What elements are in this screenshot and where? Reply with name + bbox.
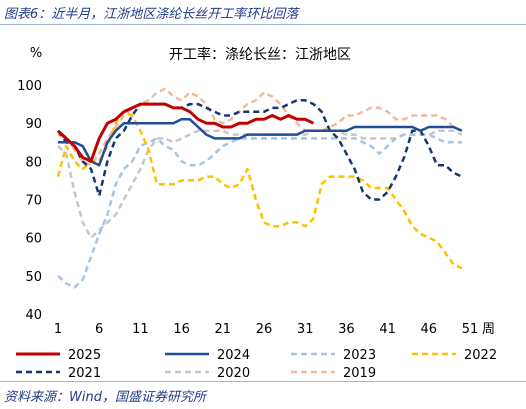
series-line-2024 [58, 118, 463, 167]
x-tick-label: 41 [379, 322, 396, 337]
x-tick-label: 16 [173, 322, 190, 337]
series-lines [56, 87, 463, 289]
legend: 2025 2024 2023 2022 2021 2020 2019 [16, 348, 497, 380]
legend-label-2024: 2024 [217, 348, 250, 363]
y-axis-ticks: 40 50 60 70 80 90 100 [17, 79, 42, 323]
x-tick-label: 21 [215, 322, 232, 337]
series-line-2022 [56, 110, 463, 270]
x-tick-label: 46 [421, 322, 438, 337]
x-tick-label: 31 [297, 322, 314, 337]
y-tick-label: 100 [17, 79, 42, 94]
series-line-2020 [57, 129, 463, 239]
figure-title: 图表6：近半月，江浙地区涤纶长丝开工率环比回落 [4, 7, 299, 22]
x-axis-ticks: 1 6 11 16 21 26 31 36 41 46 51 [54, 322, 478, 337]
x-axis-unit: 周 [482, 322, 495, 337]
legend-label-2019: 2019 [343, 366, 376, 380]
y-tick-label: 90 [25, 117, 42, 132]
y-tick-label: 40 [25, 308, 42, 323]
x-tick-label: 26 [256, 322, 273, 337]
legend-label-2025: 2025 [68, 348, 101, 363]
chart-title: 开工率：涤纶长丝：江浙地区 [169, 46, 351, 63]
x-tick-label: 51 [462, 322, 479, 337]
x-tick-label: 11 [132, 322, 149, 337]
y-axis-unit: % [30, 46, 42, 61]
series-line-2021 [56, 99, 463, 201]
legend-label-2020: 2020 [217, 366, 250, 380]
y-tick-label: 70 [25, 194, 42, 209]
series-line-2023 [57, 133, 462, 289]
source-note: 资料来源：Wind，国盛证券研究所 [4, 390, 206, 405]
x-tick-label: 6 [95, 322, 103, 337]
series-line-2025 [56, 102, 315, 163]
legend-label-2023: 2023 [343, 348, 376, 363]
top-rule [0, 24, 526, 25]
y-tick-label: 80 [25, 155, 42, 170]
legend-label-2022: 2022 [464, 348, 497, 363]
y-tick-label: 50 [25, 270, 42, 285]
x-tick-label: 1 [54, 322, 62, 337]
bottom-rule [0, 381, 526, 382]
y-tick-label: 60 [25, 232, 42, 247]
series-line-2019 [57, 87, 463, 167]
legend-label-2021: 2021 [68, 366, 101, 380]
x-tick-label: 36 [338, 322, 355, 337]
